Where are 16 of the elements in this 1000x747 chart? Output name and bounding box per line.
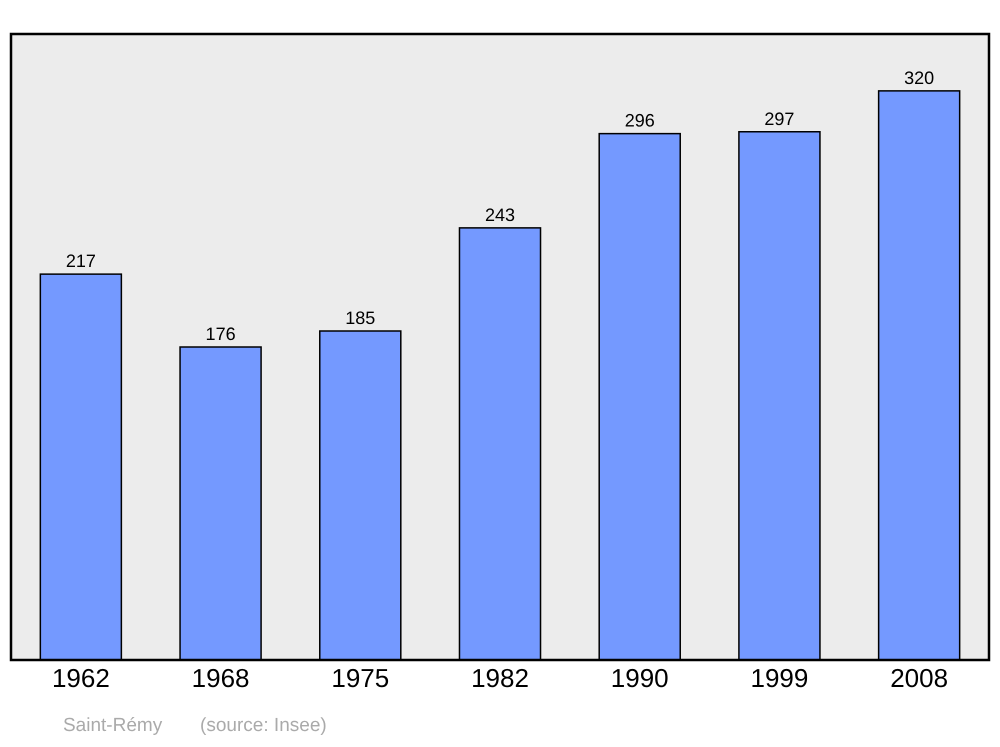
x-tick-label: 1990 xyxy=(610,663,669,693)
x-tick-label: 1968 xyxy=(192,663,250,693)
data-label: 297 xyxy=(764,108,794,129)
x-tick-label: 1975 xyxy=(331,663,390,693)
text: Saint-Rémy xyxy=(63,715,163,736)
data-label: 243 xyxy=(484,204,516,225)
data-label: 217 xyxy=(66,251,96,272)
x-tick-label: 1999 xyxy=(750,663,808,693)
data-label: 176 xyxy=(206,324,236,344)
data-label: 185 xyxy=(345,308,376,328)
x-tick-label: 1962 xyxy=(52,663,110,693)
text: (source: Insee) xyxy=(200,715,327,736)
x-tick-label: 1982 xyxy=(471,663,529,693)
data-label: 296 xyxy=(624,110,655,131)
x-tick-label: 2008 xyxy=(890,663,948,693)
data-label: 320 xyxy=(904,68,934,88)
